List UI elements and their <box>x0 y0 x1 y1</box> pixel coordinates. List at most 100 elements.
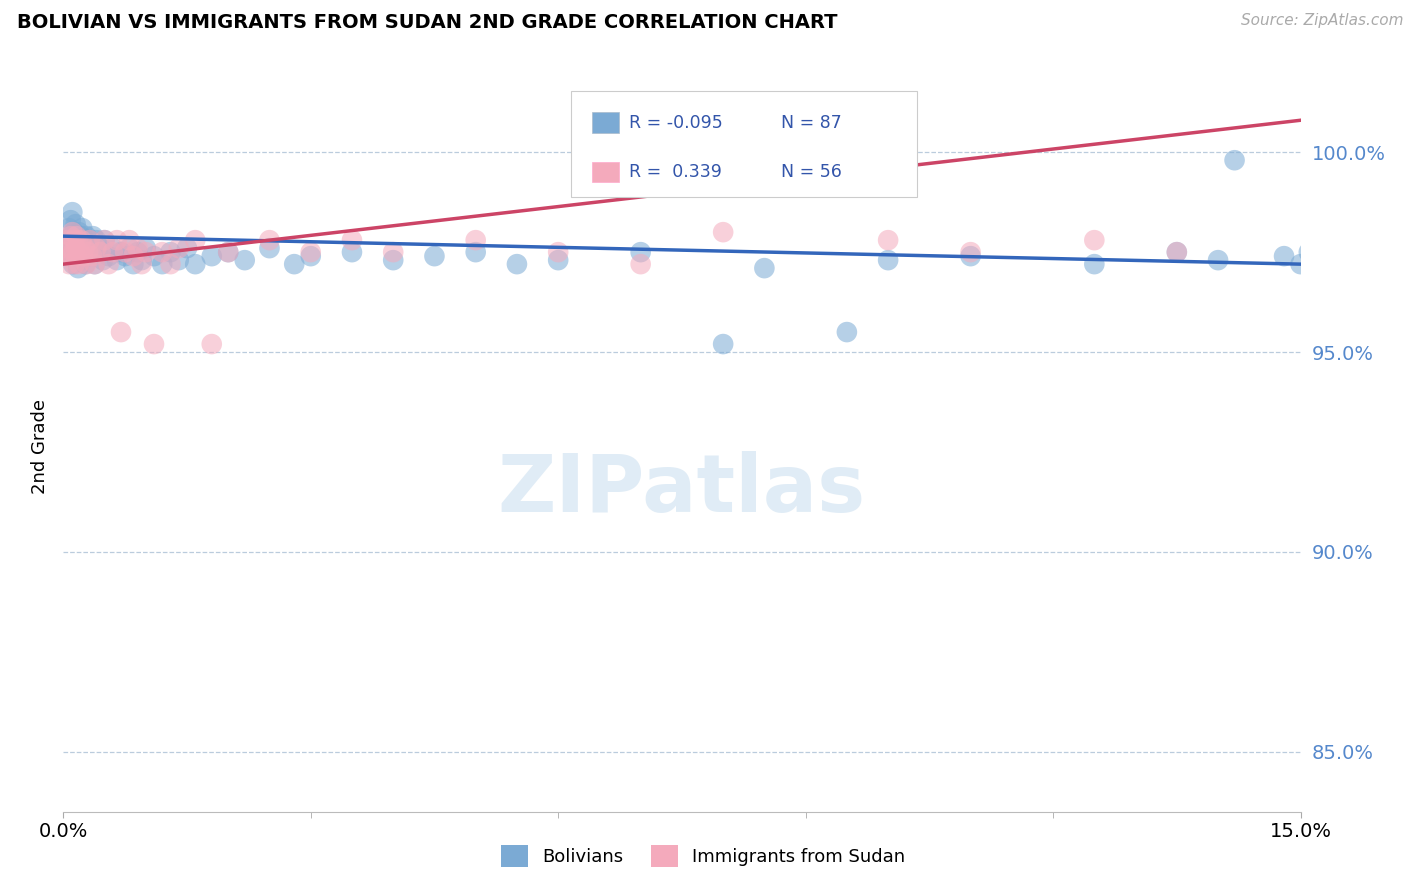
Point <box>67 257 90 271</box>
Point <box>959 245 981 260</box>
Point <box>63 257 86 271</box>
Point <box>547 253 569 268</box>
Point <box>1315 253 1337 268</box>
Bar <box>592 112 619 133</box>
Point <box>105 253 128 268</box>
Point <box>711 337 734 351</box>
Point <box>65 241 87 255</box>
Text: N = 56: N = 56 <box>780 163 842 181</box>
Point <box>127 241 149 255</box>
Point <box>176 241 198 255</box>
Text: N = 87: N = 87 <box>780 113 842 131</box>
Point <box>711 225 734 239</box>
Point <box>1381 253 1403 268</box>
Point <box>1396 249 1406 263</box>
Point <box>83 257 105 271</box>
Point <box>1166 245 1188 260</box>
Point <box>69 245 91 260</box>
Point <box>59 245 82 260</box>
Point <box>340 245 363 260</box>
Point <box>93 233 115 247</box>
Point <box>959 249 981 263</box>
FancyBboxPatch shape <box>571 91 917 197</box>
Point <box>1347 253 1369 268</box>
Legend: Bolivians, Immigrants from Sudan: Bolivians, Immigrants from Sudan <box>494 838 912 874</box>
Point <box>506 257 529 271</box>
Point <box>1083 233 1105 247</box>
Point <box>73 233 96 247</box>
Point <box>233 253 256 268</box>
Point <box>82 249 104 263</box>
Point <box>70 221 93 235</box>
Point <box>122 257 145 271</box>
Point <box>877 233 900 247</box>
Point <box>259 241 281 255</box>
Point <box>62 245 84 260</box>
Point <box>66 233 89 247</box>
Point <box>217 245 239 260</box>
Point <box>67 233 90 247</box>
Point <box>70 233 93 247</box>
Text: Source: ZipAtlas.com: Source: ZipAtlas.com <box>1240 13 1403 29</box>
Point <box>84 233 107 247</box>
Point <box>89 241 111 255</box>
Point <box>77 241 100 255</box>
Point <box>1289 257 1312 271</box>
Point <box>1364 249 1386 263</box>
Bar <box>592 161 619 182</box>
Point <box>1272 249 1295 263</box>
Point <box>110 245 132 260</box>
Point <box>184 233 207 247</box>
Point <box>110 325 132 339</box>
Point <box>1306 249 1329 263</box>
Point <box>835 325 858 339</box>
Point <box>114 249 136 263</box>
Point <box>65 249 87 263</box>
Point <box>1298 245 1320 260</box>
Point <box>877 253 900 268</box>
Point <box>87 245 110 260</box>
Text: R = -0.095: R = -0.095 <box>628 113 723 131</box>
Point <box>56 233 79 247</box>
Point <box>131 257 153 271</box>
Point <box>82 229 104 244</box>
Point <box>79 233 101 247</box>
Point <box>101 245 124 260</box>
Point <box>259 233 281 247</box>
Point <box>114 245 136 260</box>
Point <box>73 245 96 260</box>
Point <box>72 237 94 252</box>
Point <box>80 249 103 263</box>
Point <box>97 257 120 271</box>
Point <box>382 253 405 268</box>
Point <box>201 249 224 263</box>
Point <box>1355 257 1378 271</box>
Point <box>143 337 166 351</box>
Point <box>201 337 224 351</box>
Point <box>754 261 776 276</box>
Point <box>63 233 86 247</box>
Point <box>60 249 83 263</box>
Point <box>423 249 446 263</box>
Point <box>72 249 94 263</box>
Point <box>127 245 149 260</box>
Point <box>1372 245 1395 260</box>
Point <box>70 253 93 268</box>
Point <box>79 233 101 247</box>
Point <box>75 229 97 244</box>
Point <box>105 233 128 247</box>
Point <box>143 249 166 263</box>
Point <box>159 245 181 260</box>
Point <box>1206 253 1229 268</box>
Point <box>167 253 190 268</box>
Point <box>73 241 96 255</box>
Point <box>131 253 153 268</box>
Point <box>63 241 86 255</box>
Point <box>122 249 145 263</box>
Point <box>58 257 80 271</box>
Point <box>65 229 87 244</box>
Point <box>62 257 84 271</box>
Point <box>299 249 322 263</box>
Point <box>83 257 105 271</box>
Point <box>135 245 157 260</box>
